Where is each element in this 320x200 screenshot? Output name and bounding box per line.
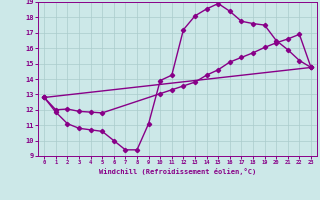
X-axis label: Windchill (Refroidissement éolien,°C): Windchill (Refroidissement éolien,°C) [99, 168, 256, 175]
